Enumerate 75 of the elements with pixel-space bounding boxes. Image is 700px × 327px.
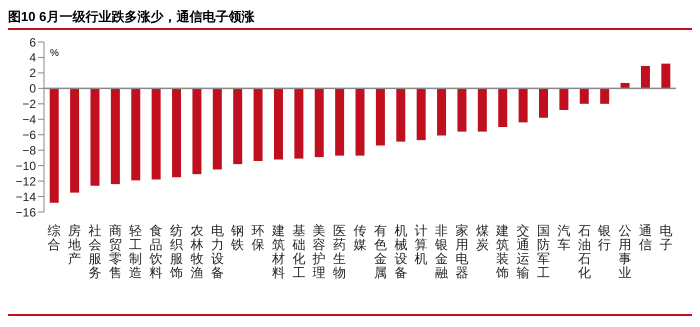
bar <box>640 66 650 88</box>
bar <box>396 88 406 142</box>
bar <box>600 88 610 104</box>
y-tick-label: −16 <box>16 205 36 220</box>
bar <box>335 88 344 156</box>
x-tick-label: 公用事业 <box>618 223 632 280</box>
bar <box>110 88 120 184</box>
bar <box>152 88 161 180</box>
x-tick-label: 通信 <box>638 223 652 252</box>
bar <box>559 88 568 110</box>
x-tick-label: 汽车 <box>557 223 570 252</box>
x-tick-label: 建筑装饰 <box>495 223 510 280</box>
bar <box>131 88 140 180</box>
bar <box>580 88 589 104</box>
x-tick-label: 非银金融 <box>434 223 448 280</box>
bar <box>661 64 670 88</box>
y-tick-label: −4 <box>22 112 36 127</box>
x-tick-label: 商贸零售 <box>108 223 122 280</box>
bar <box>457 88 466 132</box>
bar <box>274 88 283 160</box>
x-tick-label: 社会服务 <box>88 223 102 280</box>
bar <box>498 88 508 127</box>
x-tick-label: 有色金属 <box>374 223 387 280</box>
x-tick-label: 机械设备 <box>394 223 408 280</box>
chart-title: 图10 6月一级行业跌多涨少，通信电子领涨 <box>8 8 692 30</box>
x-tick-label: 计算机 <box>414 223 428 266</box>
bar <box>376 88 385 146</box>
x-tick-label: 石油石化 <box>578 223 591 280</box>
x-tick-label: 农林牧渔 <box>189 223 204 280</box>
bar <box>172 88 182 178</box>
x-tick-label: 交通运输 <box>516 223 530 280</box>
x-tick-label: 传媒 <box>354 223 366 252</box>
x-tick-label: 环保 <box>252 223 265 252</box>
bar <box>192 88 202 174</box>
x-tick-label: 医药生物 <box>333 223 346 280</box>
x-tick-label: 电力设备 <box>210 223 224 280</box>
x-tick-label: 房地产 <box>67 223 82 266</box>
y-tick-label: −6 <box>22 128 36 142</box>
bar <box>356 88 365 156</box>
x-tick-label: 电子 <box>659 223 672 252</box>
y-tick-label: −2 <box>22 97 36 112</box>
x-tick-label: 纺织服饰 <box>169 223 184 280</box>
bar <box>478 88 487 132</box>
bar <box>294 88 304 159</box>
x-tick-label: 钢铁 <box>230 223 244 252</box>
y-tick-label: −10 <box>16 158 36 173</box>
bar <box>314 88 324 158</box>
y-tick-label: 6 <box>29 35 36 50</box>
x-tick-label: 国防军工 <box>536 223 550 280</box>
x-tick-label: 轻工制造 <box>129 223 142 280</box>
y-tick-label: 2 <box>29 66 36 80</box>
y-axis-title: % <box>50 48 59 59</box>
bar <box>437 88 446 136</box>
bar <box>90 88 100 186</box>
x-tick-label: 建筑材料 <box>270 223 285 280</box>
x-tick-label: 银行 <box>597 223 612 252</box>
y-tick-label: 0 <box>29 82 36 96</box>
bar <box>539 88 548 118</box>
y-tick-label: 4 <box>29 50 36 65</box>
x-tick-label: 煤炭 <box>476 223 489 252</box>
bar <box>233 88 242 164</box>
bar <box>416 88 426 140</box>
y-tick-label: −8 <box>22 143 36 158</box>
bar <box>70 88 80 193</box>
bar <box>254 88 263 161</box>
bar <box>212 88 222 170</box>
bar <box>50 88 59 203</box>
y-tick-label: −12 <box>16 174 36 188</box>
bar <box>518 88 528 122</box>
x-tick-label: 基础化工 <box>291 223 306 280</box>
x-tick-label: 食品饮料 <box>148 223 163 280</box>
x-tick-label: 综合 <box>48 223 61 252</box>
y-tick-label: −14 <box>16 190 36 204</box>
x-tick-label: 家用电器 <box>455 223 468 280</box>
x-tick-label: 美容护理 <box>312 223 326 280</box>
